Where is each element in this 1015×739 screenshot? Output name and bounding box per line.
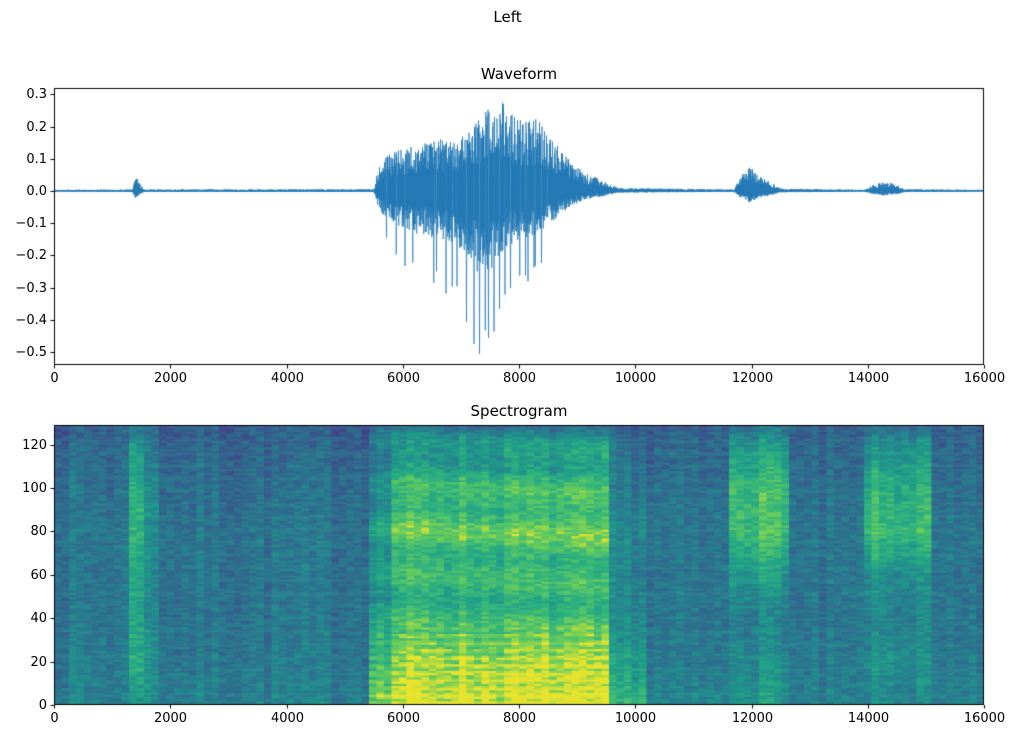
- x-tick-label: 0: [50, 711, 59, 726]
- y-tick-label: 0.3: [26, 86, 47, 102]
- y-tick-label: −0.5: [15, 344, 47, 360]
- x-tick-label: 12000: [731, 711, 774, 726]
- x-tick-label: 4000: [270, 371, 305, 386]
- waveform-canvas: [0, 64, 1015, 394]
- x-tick-label: 8000: [502, 711, 537, 726]
- x-tick-label: 14000: [847, 711, 890, 726]
- spectrogram-canvas: [0, 398, 1015, 739]
- x-tick-label: 6000: [386, 371, 421, 386]
- x-tick-label: 16000: [963, 371, 1006, 386]
- y-tick-label: 40: [30, 610, 47, 626]
- x-tick-label: 10000: [614, 371, 657, 386]
- y-tick-label: 120: [22, 437, 47, 453]
- y-tick-label: −0.2: [15, 247, 47, 263]
- x-tick-label: 16000: [963, 711, 1006, 726]
- spectrogram-title: Spectrogram: [470, 402, 568, 420]
- spectrogram-plot: Spectrogram 0 2000 4000 6000 8000 10000 12000 1…: [0, 398, 1015, 739]
- x-tick-label: 2000: [153, 711, 188, 726]
- y-tick-label: 0: [38, 697, 47, 713]
- figure-title: Left: [493, 8, 522, 26]
- x-tick-label: 12000: [731, 371, 774, 386]
- y-tick-label: −0.1: [15, 215, 47, 231]
- y-tick-label: 0.2: [26, 119, 47, 135]
- x-tick-label: 6000: [386, 711, 421, 726]
- y-tick-label: 100: [22, 480, 47, 496]
- y-tick-label: 20: [30, 654, 47, 670]
- y-tick-label: 0.0: [26, 183, 47, 199]
- x-tick-label: 0: [50, 371, 59, 386]
- waveform-title: Waveform: [480, 65, 558, 83]
- y-tick-label: 80: [30, 523, 47, 539]
- x-tick-label: 2000: [153, 371, 188, 386]
- y-tick-label: −0.4: [15, 312, 47, 328]
- x-tick-label: 4000: [270, 711, 305, 726]
- x-tick-label: 10000: [614, 711, 657, 726]
- y-tick-label: 60: [30, 567, 47, 583]
- y-tick-label: −0.3: [15, 280, 47, 296]
- x-tick-label: 14000: [847, 371, 890, 386]
- y-tick-label: 0.1: [26, 151, 47, 167]
- x-tick-label: 8000: [502, 371, 537, 386]
- waveform-plot: Waveform 0 2000 4000 6000 8000 10000 12000 1400…: [0, 64, 1015, 394]
